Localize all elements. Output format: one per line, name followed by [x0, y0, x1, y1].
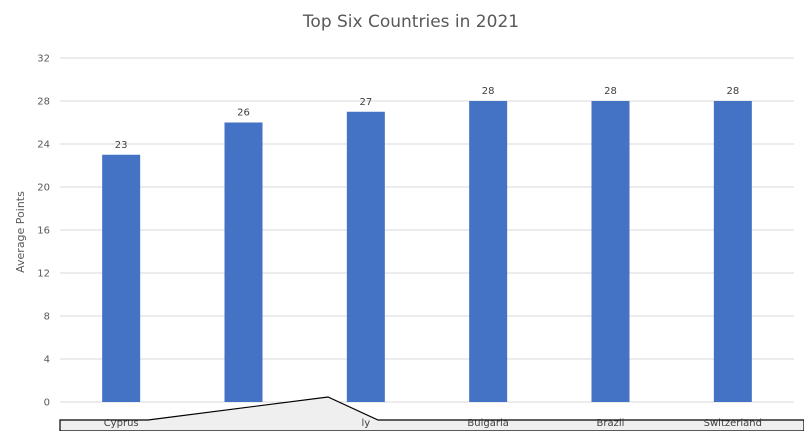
data-label: 23 — [115, 140, 128, 151]
data-label: 28 — [604, 86, 617, 97]
y-tick-label: 12 — [37, 269, 50, 280]
bar — [469, 101, 508, 402]
y-tick-label: 32 — [37, 54, 50, 65]
y-axis-ticks: 0 4 8 12 16 20 24 28 32 — [37, 54, 50, 409]
data-label: 28 — [726, 86, 739, 97]
y-tick-label: 24 — [37, 140, 50, 151]
bar — [346, 111, 385, 402]
gridlines — [60, 57, 794, 403]
y-tick-label: 16 — [37, 226, 50, 237]
callout-overlay — [59, 396, 804, 431]
y-tick-label: 20 — [37, 183, 50, 194]
data-label: 27 — [359, 97, 372, 108]
y-tick-label: 28 — [37, 97, 50, 108]
bar — [591, 101, 630, 402]
bars — [102, 101, 752, 402]
y-tick-label: 0 — [44, 398, 50, 409]
category-label: ly — [361, 418, 370, 429]
y-tick-label: 8 — [44, 312, 50, 323]
chart-title: Top Six Countries in 2021 — [302, 12, 519, 32]
category-label: Switzerland — [704, 418, 762, 429]
category-label: Cyprus — [104, 418, 139, 429]
bar — [224, 122, 263, 402]
y-axis-label: Average Points — [14, 191, 27, 273]
category-label: Brazil — [597, 418, 625, 429]
y-tick-label: 4 — [44, 355, 50, 366]
bar — [102, 154, 141, 402]
bar — [713, 101, 752, 402]
data-label: 28 — [482, 86, 495, 97]
data-label: 26 — [237, 108, 250, 119]
category-label: Bulgaria — [467, 418, 508, 429]
data-labels: 23 26 27 28 28 28 — [115, 86, 739, 151]
category-labels: Cyprus ly Bulgaria Brazil Switzerland — [104, 418, 762, 429]
